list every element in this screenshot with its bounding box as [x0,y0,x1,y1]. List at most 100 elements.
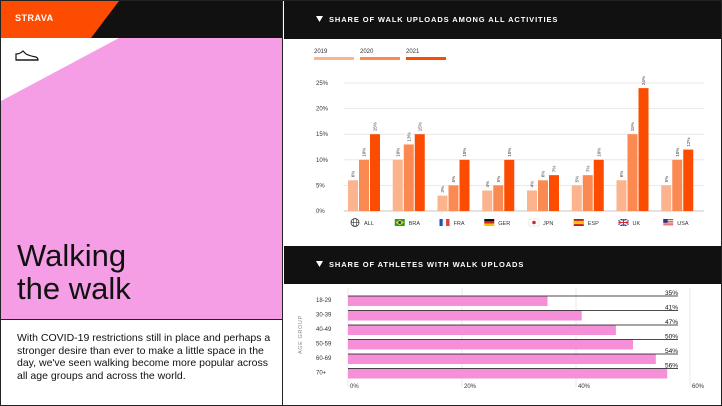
x-tick-label: 40% [578,384,591,390]
x-tick-label: JPN [543,221,553,227]
data-label: 41% [665,305,678,312]
data-label: 24% [641,76,646,85]
triangle-down-icon [316,261,323,267]
data-label: 47% [665,319,678,326]
y-axis-label: AGE GROUP [298,315,304,354]
data-label: 5% [496,176,501,183]
france-flag-icon [439,218,450,227]
data-label: 13% [406,132,411,141]
bar [459,159,470,211]
title-line-2: the walk [17,271,131,306]
data-label: 56% [665,363,678,370]
data-label: 10% [596,148,601,157]
bar [627,134,638,211]
x-tick-label: 60% [692,384,705,390]
left-panel: STRAVA Walking the walk With COVID-19 re… [1,1,283,405]
data-label: 6% [541,171,546,178]
bar [392,159,403,211]
bar [348,339,633,350]
japan-flag-icon [528,218,540,227]
x-tick-label: 20% [464,384,477,390]
x-tick-label: GER [498,221,510,227]
bar [571,185,582,211]
y-tick-label: 18-29 [316,298,332,304]
chart2-title: SHARE OF ATHLETES WITH WALK UPLOADS [329,260,525,269]
y-tick-label: 40-49 [316,327,332,333]
y-tick-label: 15% [316,132,329,138]
title-line-1: Walking [17,238,127,273]
data-label: 10% [462,148,467,157]
x-tick-label: USA [677,221,689,227]
body-text: With COVID-19 restrictions still in plac… [17,332,271,382]
y-tick-label: 0% [316,209,325,215]
bar [527,190,537,211]
uk-flag-icon [618,218,629,227]
y-tick-label: 5% [316,183,325,189]
triangle-down-icon [316,16,323,22]
bar [414,134,425,211]
bar [348,325,616,335]
bar [359,159,369,211]
data-label: 5% [664,176,669,183]
y-tick-label: 25% [316,81,329,87]
data-label: 54% [665,348,678,355]
data-label: 6% [351,171,356,178]
data-label: 15% [417,122,422,131]
bar [348,296,548,306]
bar [593,159,604,211]
bar [549,175,559,211]
chart1-plot: 2019 2020 2021 0% 5% 10% 15% 20% 25% 6% 10% 15% ALL 1… [314,49,704,227]
data-label: 10% [675,148,680,157]
x-tick-label: ESP [588,221,599,227]
data-label: 10% [362,148,367,157]
data-label: 10% [507,148,512,157]
bar [448,185,459,211]
x-tick-label: BRA [409,221,421,227]
y-tick-label: 10% [316,158,329,164]
legend-label: 2020 [360,49,374,55]
y-tick-label: 60-69 [316,356,332,362]
bar [348,310,582,321]
data-label: 5% [574,176,579,183]
y-tick-label: 70+ [316,371,327,377]
data-label: 7% [585,166,590,173]
white-corner-shape [1,38,119,101]
data-label: 35% [665,290,678,297]
data-label: 3% [440,186,445,193]
brazil-flag-icon [394,219,405,226]
bar [493,185,504,211]
data-label: 50% [665,334,678,341]
x-tick-label: UK [633,221,641,227]
usa-flag-icon [663,219,674,226]
chart1-header: SHARE OF WALK UPLOADS AMONG ALL ACTIVITI… [284,1,721,39]
brand-banner [1,1,119,38]
header-black-strip [119,1,282,38]
bar [638,88,649,211]
bar [504,159,515,211]
x-tick-label: FRA [454,221,465,227]
y-tick-label: 30-39 [316,313,332,319]
data-label: 6% [619,171,624,178]
bar [582,175,593,211]
bar [403,144,414,211]
strava-logo: STRAVA [15,13,54,23]
data-label: 10% [395,148,400,157]
shoe-icon [15,49,39,67]
divider [1,319,282,320]
bar [370,134,380,211]
data-label: 15% [373,122,378,131]
germany-flag-icon [484,219,495,226]
y-tick-label: 50-59 [316,342,332,348]
spain-flag-icon [573,219,584,226]
legend-label: 2021 [406,49,420,55]
bar [616,180,627,211]
bar [661,185,672,211]
data-label: 15% [630,122,635,131]
bar [538,180,548,211]
bar [482,190,493,211]
data-label: 4% [530,181,535,188]
x-tick-label: 0% [350,384,359,390]
bar [348,180,358,211]
bar [672,159,683,211]
